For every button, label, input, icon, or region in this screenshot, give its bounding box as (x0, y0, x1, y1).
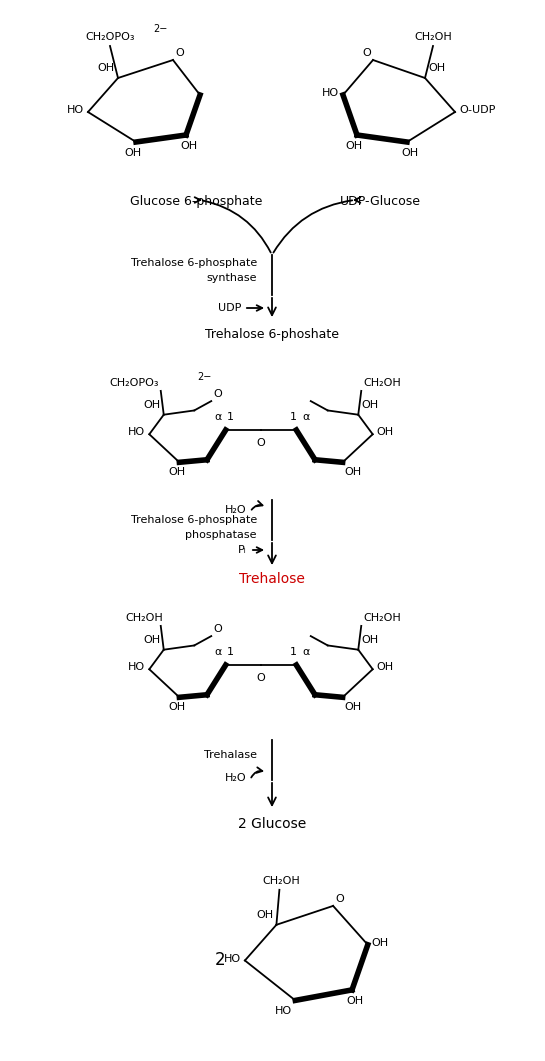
Text: O: O (362, 48, 371, 58)
Text: OH: OH (144, 634, 161, 645)
Text: 1: 1 (290, 647, 298, 657)
Text: HO: HO (275, 1007, 292, 1016)
Text: 1: 1 (227, 412, 234, 422)
Text: CH₂OH: CH₂OH (364, 378, 401, 388)
Text: α: α (302, 412, 310, 422)
Text: OH: OH (377, 662, 394, 673)
Text: 1: 1 (290, 412, 298, 422)
Text: synthase: synthase (207, 273, 257, 283)
Text: HO: HO (67, 105, 84, 115)
Text: OH: OH (180, 141, 198, 151)
Text: α: α (214, 412, 222, 422)
Text: α: α (302, 647, 310, 657)
Text: α: α (214, 647, 222, 657)
Text: O: O (213, 389, 222, 399)
Text: O: O (213, 624, 222, 634)
Text: H₂O: H₂O (226, 773, 247, 783)
Text: 1: 1 (227, 647, 234, 657)
Text: OH: OH (372, 938, 389, 947)
Text: CH₂OH: CH₂OH (125, 613, 163, 623)
Text: O: O (335, 894, 344, 904)
Text: Trehalase: Trehalase (204, 750, 257, 760)
Text: OH: OH (344, 702, 362, 712)
Text: CH₂OH: CH₂OH (414, 32, 452, 42)
Text: OH: OH (347, 996, 364, 1006)
Text: UDP: UDP (217, 303, 241, 313)
Text: HO: HO (128, 662, 146, 673)
Text: 2−: 2− (153, 24, 167, 34)
Text: OH: OH (98, 63, 115, 73)
Text: HO: HO (322, 88, 339, 98)
Text: CH₂OH: CH₂OH (364, 613, 401, 623)
Text: CH₂OPO₃: CH₂OPO₃ (109, 378, 159, 388)
Text: Trehalose 6-phosphate: Trehalose 6-phosphate (131, 258, 257, 268)
Text: OH: OH (144, 400, 161, 410)
Text: Trehalose 6-phosphate: Trehalose 6-phosphate (131, 515, 257, 525)
Text: O: O (257, 438, 265, 448)
Text: O-UDP: O-UDP (459, 105, 495, 115)
Text: OH: OH (428, 63, 445, 73)
Text: OH: OH (344, 467, 362, 477)
Text: 2−: 2− (198, 372, 212, 382)
Text: OH: OH (124, 147, 142, 158)
Text: Trehalose 6-phoshate: Trehalose 6-phoshate (205, 328, 339, 341)
Text: OH: OH (346, 141, 362, 151)
Text: OH: OH (377, 428, 394, 437)
Text: HO: HO (128, 428, 146, 437)
Text: HO: HO (224, 954, 241, 963)
Text: O: O (257, 673, 265, 683)
Text: OH: OH (361, 400, 378, 410)
Text: 2 Glucose: 2 Glucose (238, 817, 306, 831)
Text: O: O (175, 48, 184, 58)
Text: CH₂OH: CH₂OH (263, 875, 300, 886)
Text: H₂O: H₂O (226, 505, 247, 515)
Text: OH: OH (361, 634, 378, 645)
Text: Trehalose: Trehalose (239, 572, 305, 586)
Text: OH: OH (256, 909, 274, 920)
Text: Pᵢ: Pᵢ (238, 545, 247, 555)
Text: OH: OH (402, 147, 419, 158)
Text: OH: OH (169, 467, 186, 477)
Text: phosphatase: phosphatase (185, 530, 257, 540)
Text: CH₂OPO₃: CH₂OPO₃ (85, 32, 135, 42)
Text: Glucose 6-phosphate: Glucose 6-phosphate (130, 195, 262, 208)
Text: UDP-Glucose: UDP-Glucose (340, 195, 421, 208)
Text: OH: OH (169, 702, 186, 712)
Text: 2: 2 (215, 951, 225, 969)
